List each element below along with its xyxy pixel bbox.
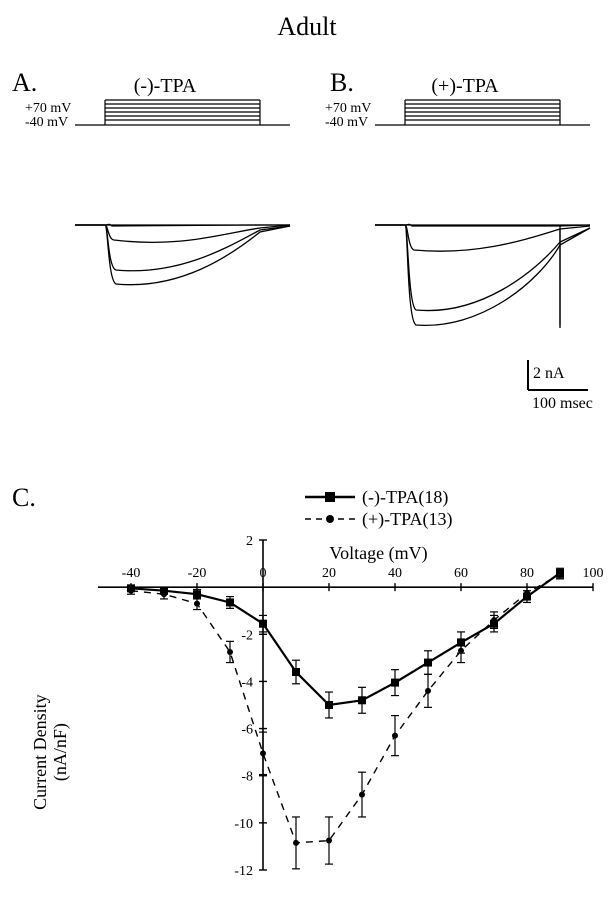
x-tick-label: 60 <box>454 566 468 581</box>
y-tick-label: -6 <box>241 723 253 738</box>
marker-square <box>424 659 432 667</box>
y-tick-label: -12 <box>234 864 253 879</box>
marker-circle <box>128 588 134 594</box>
marker-circle <box>359 792 365 798</box>
svg-text:Current Density: Current Density <box>30 694 50 809</box>
y-tick-label: -4 <box>241 675 253 690</box>
panel-b-v-hi: +70 mV <box>325 101 371 116</box>
scale-x-label: 100 msec <box>532 395 593 412</box>
marker-square <box>226 598 234 606</box>
marker-circle <box>524 590 530 596</box>
marker-circle <box>392 733 398 739</box>
svg-text:(nA/nF): (nA/nF) <box>50 723 71 781</box>
current-traces-b <box>375 224 590 328</box>
panel-a-v-hi: +70 mV <box>25 101 71 116</box>
marker-circle <box>227 649 233 655</box>
marker-circle <box>557 571 563 577</box>
x-tick-label: 0 <box>260 566 267 581</box>
current-traces-a <box>75 224 290 284</box>
y-axis-label: Current Density(nA/nF) <box>30 694 71 809</box>
panel-b: (+)-TPA +70 mV -40 mV 2 nA 100 msec <box>320 70 610 430</box>
marker-circle <box>194 601 200 607</box>
x-tick-label: 80 <box>520 566 534 581</box>
panel-b-v-lo: -40 mV <box>325 115 368 130</box>
voltage-protocol-a <box>75 100 290 125</box>
panel-a-label: (-)-TPA <box>134 75 197 97</box>
panel-b-label: (+)-TPA <box>431 75 499 97</box>
y-tick-label: -8 <box>241 770 253 785</box>
marker-square <box>259 620 267 628</box>
x-axis-label: Voltage (mV) <box>329 543 427 564</box>
chart-c: -40 -20 0 20 40 60 80 100 -12 -10 -8 -6 -4 -2 2 Voltage… <box>18 520 608 890</box>
x-tick-label: -40 <box>122 566 141 581</box>
marker-circle <box>260 750 266 756</box>
panel-a-v-lo: -40 mV <box>25 115 68 130</box>
marker-circle <box>326 838 332 844</box>
y-tick-label: -2 <box>241 628 253 643</box>
legend-series1: (-)-TPA(18) <box>305 487 448 508</box>
marker-circle <box>293 840 299 846</box>
marker-square <box>292 668 300 676</box>
x-tick-label: 40 <box>388 566 402 581</box>
panel-a: (-)-TPA +70 mV -40 mV <box>20 70 310 400</box>
marker-circle <box>425 688 431 694</box>
legend-series1-label: (-)-TPA(18) <box>362 487 448 508</box>
marker-circle <box>491 617 497 623</box>
marker-square <box>193 590 201 598</box>
scale-y-label: 2 nA <box>533 365 565 382</box>
marker-circle <box>458 648 464 654</box>
marker-square <box>358 696 366 704</box>
series-line-1 <box>131 574 560 843</box>
x-tick-label: 100 <box>583 566 604 581</box>
panel-letter-c: C. <box>12 483 36 513</box>
marker-square <box>391 679 399 687</box>
voltage-protocol-b <box>375 100 590 125</box>
marker-circle <box>161 591 167 597</box>
marker-square <box>325 701 333 709</box>
x-tick-label: -20 <box>188 566 207 581</box>
figure-title: Adult <box>0 12 614 42</box>
y-tick-label: -10 <box>234 817 253 832</box>
x-tick-label: 20 <box>322 566 336 581</box>
y-tick-label: 2 <box>246 534 253 549</box>
